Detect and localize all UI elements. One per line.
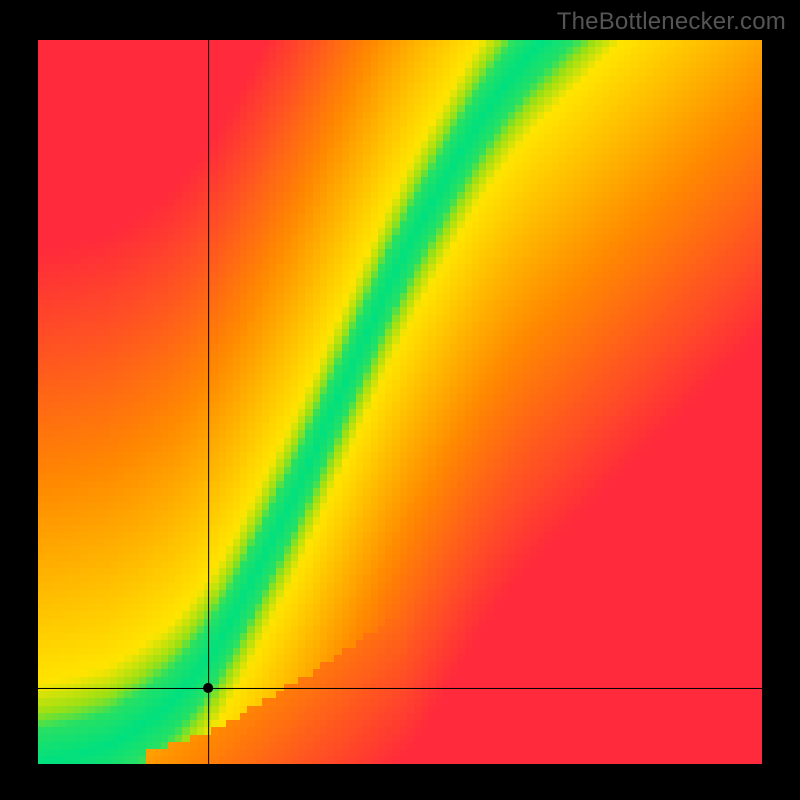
watermark-text: TheBottlenecker.com <box>557 8 786 36</box>
heatmap-canvas <box>38 40 762 764</box>
chart-container: TheBottlenecker.com <box>0 0 800 800</box>
